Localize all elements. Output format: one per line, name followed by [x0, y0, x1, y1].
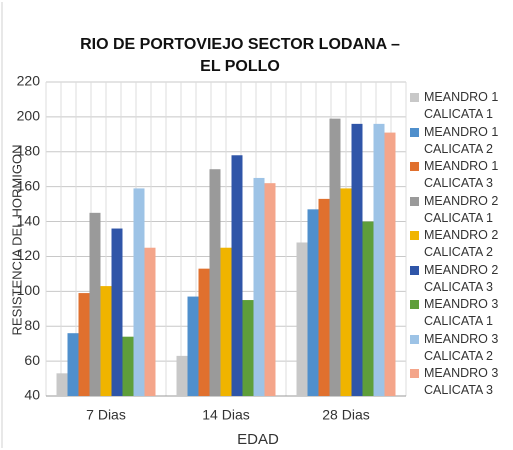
bar	[307, 209, 319, 396]
y-axis-label: RESISTENCIA DEL HORMIGON	[9, 145, 24, 336]
bar	[296, 242, 308, 396]
y-tick-label: 220	[17, 73, 41, 89]
bar	[220, 247, 232, 396]
legend-label: MEANDRO 3 CALICATA 1	[424, 297, 499, 328]
y-tick-label: 100	[17, 282, 41, 298]
legend-swatch	[410, 196, 419, 206]
legend-label: MEANDRO 1 CALICATA 2	[424, 124, 499, 156]
x-tick-label: 28 Dias	[322, 407, 369, 423]
legend-label: MEANDRO 3 CALICATA 3	[424, 366, 499, 397]
bar	[340, 188, 352, 396]
bar	[351, 123, 363, 396]
legend-label: MEANDRO 2 CALICATA 1	[424, 193, 499, 225]
legend-swatch	[410, 93, 419, 102]
bar	[176, 355, 188, 396]
bar	[231, 155, 243, 396]
legend-swatch	[410, 127, 419, 137]
bar	[373, 123, 385, 396]
legend-swatch	[410, 265, 419, 275]
bar	[264, 183, 276, 396]
y-tick-label: 140	[17, 212, 41, 228]
bar	[111, 228, 123, 396]
y-tick-label: 200	[17, 108, 41, 124]
legend-swatch	[410, 334, 419, 344]
bar	[242, 300, 254, 396]
y-tick-label: 80	[24, 317, 40, 333]
y-tick-label: 160	[17, 177, 41, 193]
chart-title: RIO DE PORTOVIEJO SECTOR LODANA – EL POL…	[80, 36, 400, 75]
x-tick-label: 7 Dias	[86, 407, 126, 423]
legend-label: MEANDRO 1 CALICATA 1	[424, 90, 499, 121]
x-axis-label: EDAD	[237, 431, 279, 448]
legend-swatch	[410, 300, 419, 309]
bar	[122, 336, 134, 396]
bar	[133, 188, 145, 396]
bar	[198, 268, 210, 396]
bar	[384, 132, 396, 397]
bar	[329, 118, 341, 396]
bar	[362, 221, 374, 396]
bar	[100, 286, 112, 396]
y-tick-label: 40	[24, 387, 40, 403]
legend-label: MEANDRO 2 CALICATA 3	[424, 262, 499, 294]
legend-swatch	[410, 231, 419, 240]
legend-label: MEANDRO 1 CALICATA 3	[424, 159, 499, 190]
legend-label: MEANDRO 2 CALICATA 2	[424, 228, 499, 259]
bar	[78, 293, 90, 396]
legend-swatch	[410, 162, 419, 171]
bar	[318, 198, 330, 396]
y-tick-label: 120	[17, 247, 41, 263]
bar	[89, 212, 101, 396]
x-tick-label: 14 Dias	[202, 407, 249, 423]
y-tick-label: 180	[17, 142, 41, 158]
bar	[67, 333, 79, 396]
bar	[253, 177, 265, 396]
bar	[144, 247, 156, 396]
legend-swatch	[410, 369, 419, 378]
y-tick-label: 60	[24, 352, 40, 368]
bar	[56, 373, 68, 396]
bar	[187, 296, 199, 396]
bar	[209, 169, 221, 396]
legend-label: MEANDRO 3 CALICATA 2	[424, 331, 499, 363]
